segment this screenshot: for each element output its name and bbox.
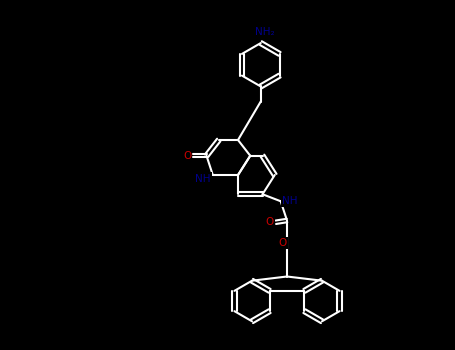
Text: NH: NH <box>282 196 297 206</box>
Text: O: O <box>278 238 287 248</box>
Text: O: O <box>183 151 192 161</box>
Text: NH₂: NH₂ <box>255 27 275 37</box>
Text: O: O <box>265 217 273 227</box>
Text: NH: NH <box>195 174 211 183</box>
